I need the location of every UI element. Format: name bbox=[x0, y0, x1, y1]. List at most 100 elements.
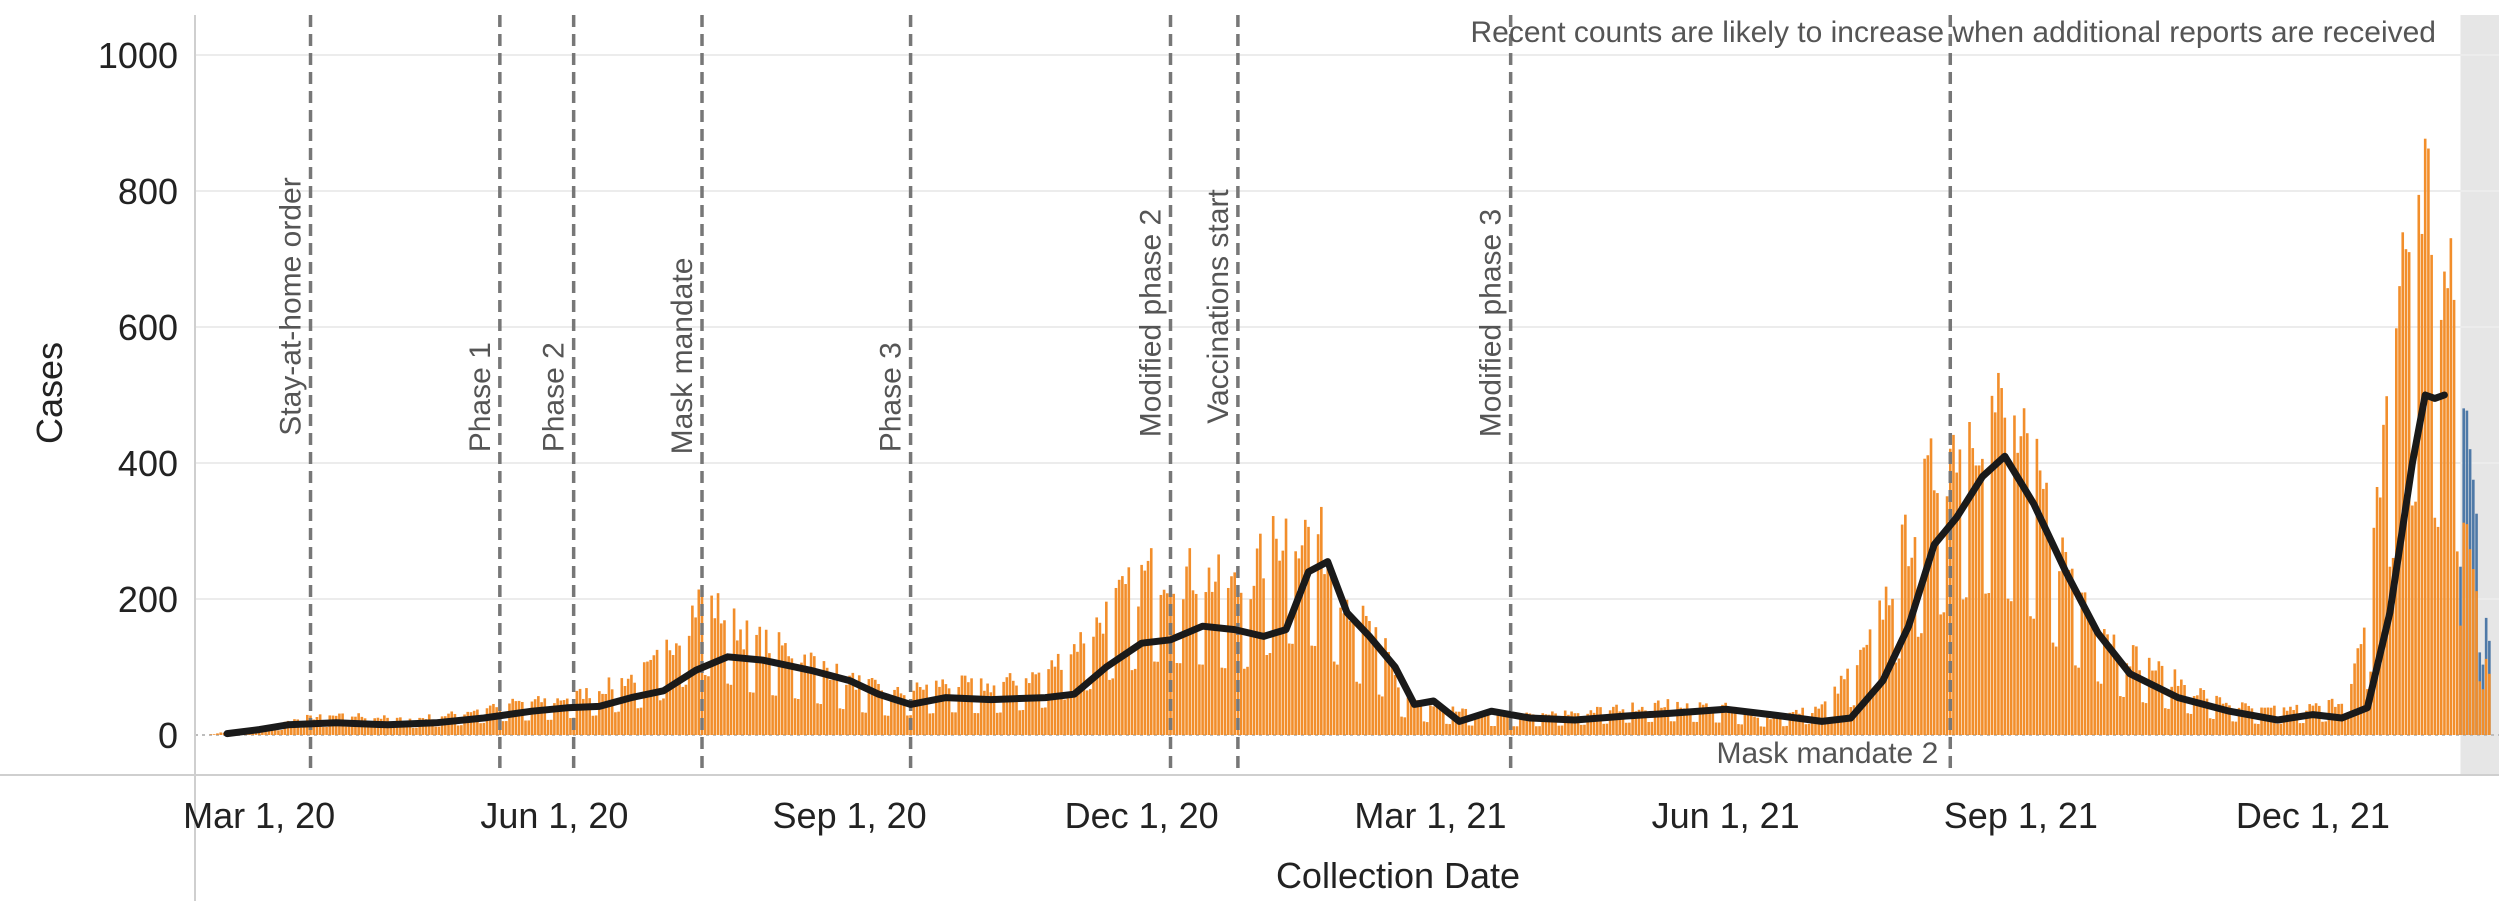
bar bbox=[983, 690, 986, 735]
bar bbox=[565, 698, 569, 735]
bar bbox=[1053, 666, 1057, 735]
bar bbox=[1791, 712, 1795, 735]
bar bbox=[1018, 710, 1021, 735]
event-label: Modified phase 2 bbox=[1135, 209, 1168, 438]
bar bbox=[813, 656, 816, 735]
bar bbox=[1807, 723, 1811, 735]
bar bbox=[1538, 726, 1541, 735]
bar bbox=[2035, 438, 2039, 735]
bar bbox=[504, 721, 508, 735]
bar bbox=[424, 719, 428, 735]
bar bbox=[906, 715, 909, 735]
x-tick-label: Dec 1, 21 bbox=[2236, 795, 2390, 836]
bar bbox=[1291, 643, 1294, 735]
bar bbox=[479, 723, 482, 735]
bar bbox=[2173, 669, 2177, 735]
bar bbox=[2298, 723, 2302, 735]
bar bbox=[912, 690, 916, 735]
bar bbox=[2237, 707, 2241, 735]
bar bbox=[1355, 681, 1358, 735]
bar bbox=[2285, 710, 2289, 735]
y-tick-label: 400 bbox=[118, 443, 178, 484]
bar bbox=[761, 656, 765, 735]
bar bbox=[1916, 636, 1920, 735]
bar bbox=[1409, 697, 1413, 735]
bar bbox=[1932, 490, 1936, 735]
bar bbox=[918, 687, 922, 735]
bar bbox=[209, 734, 213, 735]
bar bbox=[970, 678, 973, 735]
bar bbox=[1573, 713, 1577, 735]
bar bbox=[1753, 716, 1756, 735]
bar bbox=[825, 667, 829, 735]
bar bbox=[1332, 661, 1336, 735]
bar bbox=[2250, 708, 2254, 735]
bar bbox=[752, 692, 755, 735]
bar bbox=[1756, 717, 1760, 735]
bar bbox=[915, 682, 919, 735]
bar bbox=[2074, 665, 2077, 735]
bar bbox=[1897, 658, 1901, 735]
bar bbox=[553, 703, 556, 735]
bar bbox=[1281, 550, 1285, 735]
bar bbox=[1413, 699, 1416, 735]
bar bbox=[2382, 424, 2385, 735]
bar bbox=[495, 707, 498, 735]
bar bbox=[1560, 725, 1564, 735]
bar bbox=[1329, 571, 1333, 735]
bar bbox=[437, 726, 441, 735]
bar bbox=[1647, 721, 1650, 735]
bar bbox=[764, 629, 768, 735]
bar bbox=[1859, 649, 1862, 735]
bar bbox=[941, 679, 944, 735]
bar bbox=[697, 589, 701, 735]
annotation-note: Recent counts are likely to increase whe… bbox=[1470, 16, 2436, 49]
bar bbox=[1435, 706, 1439, 735]
bar bbox=[1663, 707, 1666, 735]
bar bbox=[883, 715, 887, 735]
bar bbox=[1785, 725, 1788, 735]
bar bbox=[758, 626, 762, 735]
x-tick-label: Jun 1, 20 bbox=[480, 795, 628, 836]
bar bbox=[1387, 651, 1391, 735]
bar bbox=[2077, 667, 2080, 735]
bar bbox=[1952, 434, 1955, 735]
bar bbox=[1307, 526, 1310, 735]
bar bbox=[1740, 724, 1744, 735]
bar bbox=[2411, 505, 2414, 735]
y-axis-title: Cases bbox=[29, 342, 70, 444]
bar bbox=[1287, 643, 1291, 735]
bar bbox=[780, 645, 784, 735]
bar bbox=[1579, 724, 1583, 735]
bar bbox=[2414, 501, 2417, 735]
bar bbox=[411, 727, 415, 735]
bar bbox=[976, 713, 980, 735]
bar bbox=[774, 695, 778, 735]
bar bbox=[1316, 534, 1320, 735]
event-label: Phase 1 bbox=[464, 342, 497, 452]
bar bbox=[1650, 721, 1654, 735]
bar bbox=[1750, 712, 1753, 735]
bar bbox=[2276, 723, 2279, 735]
bar bbox=[2102, 629, 2106, 735]
bar bbox=[2475, 591, 2478, 735]
x-tick-label: Sep 1, 21 bbox=[1944, 795, 2098, 836]
bar bbox=[1072, 644, 1076, 735]
bar bbox=[1474, 715, 1477, 735]
bar bbox=[1140, 564, 1143, 735]
bar bbox=[642, 662, 646, 735]
bar bbox=[2334, 706, 2337, 735]
bar bbox=[995, 712, 999, 735]
bar bbox=[1769, 719, 1772, 735]
bar bbox=[973, 713, 977, 735]
bar bbox=[588, 698, 592, 735]
bar bbox=[1586, 713, 1589, 735]
bar bbox=[1714, 722, 1718, 735]
bar bbox=[1852, 705, 1856, 735]
bar bbox=[1862, 647, 1865, 735]
bar bbox=[1541, 713, 1545, 735]
bar bbox=[2465, 524, 2469, 735]
bar bbox=[1551, 711, 1554, 735]
bar bbox=[2013, 415, 2016, 735]
bar bbox=[1156, 661, 1159, 735]
